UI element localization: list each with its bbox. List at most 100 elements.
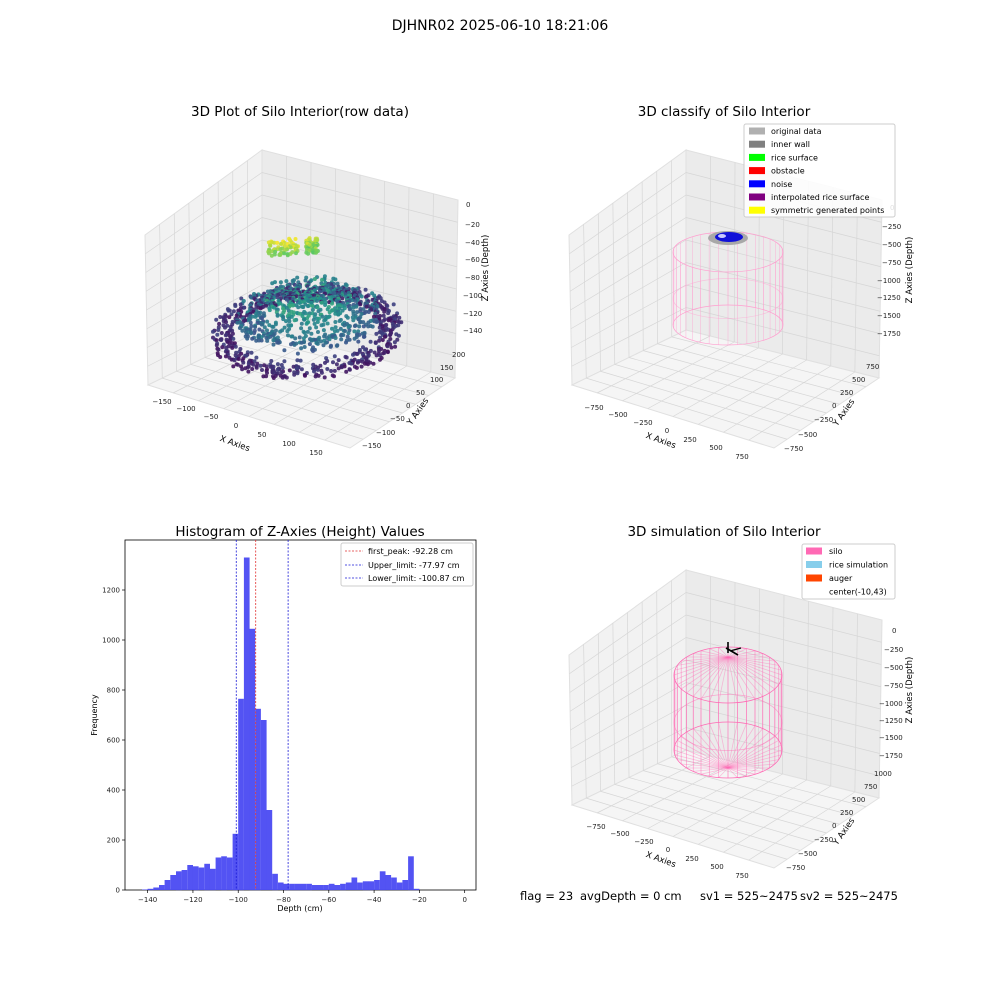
histogram-bar bbox=[379, 871, 386, 891]
legend-label: Upper_limit: -77.97 cm bbox=[368, 561, 460, 570]
silo-roof-rib bbox=[727, 656, 775, 662]
data-point bbox=[231, 364, 236, 369]
legend-label: interpolated rice surface bbox=[771, 193, 869, 202]
data-point bbox=[292, 372, 297, 377]
x-tick: 0 bbox=[234, 422, 238, 430]
data-point bbox=[323, 303, 328, 307]
z-tick: −500 bbox=[882, 241, 901, 249]
data-point bbox=[361, 320, 366, 325]
silo-floor-rib bbox=[692, 728, 729, 769]
histogram-bar bbox=[402, 880, 409, 890]
data-point bbox=[288, 245, 293, 250]
data-point bbox=[295, 371, 300, 376]
data-point bbox=[321, 343, 326, 348]
data-point bbox=[320, 277, 324, 282]
data-point bbox=[284, 305, 289, 310]
data-point bbox=[339, 337, 344, 342]
data-point bbox=[249, 350, 254, 355]
data-point bbox=[301, 336, 306, 341]
silo-roof-rib bbox=[727, 653, 763, 658]
silo-roof-rib bbox=[727, 656, 779, 685]
data-point bbox=[307, 342, 312, 347]
x-tick: 250 bbox=[685, 855, 698, 863]
data-point bbox=[265, 370, 269, 375]
y-tick: −50 bbox=[390, 415, 405, 423]
data-point bbox=[275, 367, 280, 372]
y-tick-labels: −750 −500 −250 0 250 500 750 1000 bbox=[786, 770, 892, 872]
grid-line bbox=[643, 350, 840, 405]
data-point bbox=[275, 313, 280, 318]
data-point bbox=[305, 284, 310, 289]
histogram-bars bbox=[142, 557, 420, 891]
data-point bbox=[358, 302, 363, 307]
data-point bbox=[250, 314, 255, 319]
data-point bbox=[333, 325, 338, 330]
data-point bbox=[319, 339, 323, 344]
data-point bbox=[381, 351, 385, 356]
histogram-bar bbox=[391, 877, 397, 890]
data-point bbox=[352, 336, 357, 341]
data-point bbox=[373, 341, 378, 345]
legend-swatch bbox=[749, 167, 765, 175]
data-point bbox=[269, 359, 274, 363]
legend-swatch bbox=[806, 574, 822, 582]
histogram-bar bbox=[334, 885, 341, 890]
data-point bbox=[372, 350, 377, 355]
data-point bbox=[314, 250, 318, 255]
histogram-bar bbox=[396, 882, 403, 890]
grid-line bbox=[641, 601, 644, 771]
data-point bbox=[245, 313, 250, 318]
y-tick: 500 bbox=[852, 376, 865, 384]
center-marker bbox=[725, 642, 742, 656]
legend-box bbox=[801, 543, 896, 600]
data-point bbox=[343, 329, 347, 333]
data-point bbox=[339, 365, 344, 370]
x-tick: −150 bbox=[152, 398, 171, 406]
data-point bbox=[352, 329, 357, 334]
data-point bbox=[299, 340, 304, 345]
silo-roof-rib bbox=[727, 656, 776, 690]
data-point bbox=[351, 352, 355, 357]
data-point bbox=[311, 317, 316, 322]
data-point bbox=[313, 374, 318, 379]
x-tick: −750 bbox=[586, 823, 605, 831]
z-tick: −1750 bbox=[877, 330, 901, 338]
center-axis-diagonal bbox=[725, 647, 739, 656]
data-point bbox=[322, 334, 327, 339]
data-point bbox=[232, 358, 237, 363]
y-tick: 100 bbox=[430, 376, 443, 384]
silo-roof-rib bbox=[692, 656, 729, 697]
data-point bbox=[392, 340, 397, 345]
y-tick: 250 bbox=[840, 809, 853, 817]
data-point bbox=[295, 351, 300, 356]
data-point bbox=[259, 322, 264, 327]
grid-line bbox=[643, 770, 840, 825]
histogram-bar bbox=[170, 875, 176, 890]
x-tick-label: −140 bbox=[138, 896, 157, 904]
grid-line bbox=[748, 371, 856, 441]
data-point bbox=[223, 325, 227, 330]
data-point bbox=[282, 348, 287, 353]
grid-line bbox=[782, 594, 785, 775]
data-point bbox=[317, 316, 321, 321]
y-tick: 150 bbox=[440, 364, 453, 372]
grid-line bbox=[657, 343, 853, 396]
data-point bbox=[272, 252, 277, 257]
data-point bbox=[269, 253, 274, 258]
silo-floor-rib bbox=[727, 735, 776, 769]
data-point bbox=[318, 289, 323, 294]
data-point bbox=[377, 325, 382, 330]
legend-box bbox=[340, 542, 474, 587]
silo-floor-rib bbox=[709, 723, 729, 769]
y-tick: −250 bbox=[814, 416, 833, 424]
data-point bbox=[236, 357, 241, 361]
grid-line bbox=[204, 357, 403, 414]
silo-roof-rib bbox=[680, 656, 729, 690]
data-point bbox=[294, 251, 298, 256]
legend-label: auger bbox=[829, 574, 853, 583]
data-point bbox=[319, 370, 324, 375]
grid-line bbox=[358, 174, 361, 355]
reference-lines bbox=[235, 540, 289, 890]
data-point bbox=[374, 319, 379, 324]
z-tick: −1000 bbox=[877, 277, 901, 285]
